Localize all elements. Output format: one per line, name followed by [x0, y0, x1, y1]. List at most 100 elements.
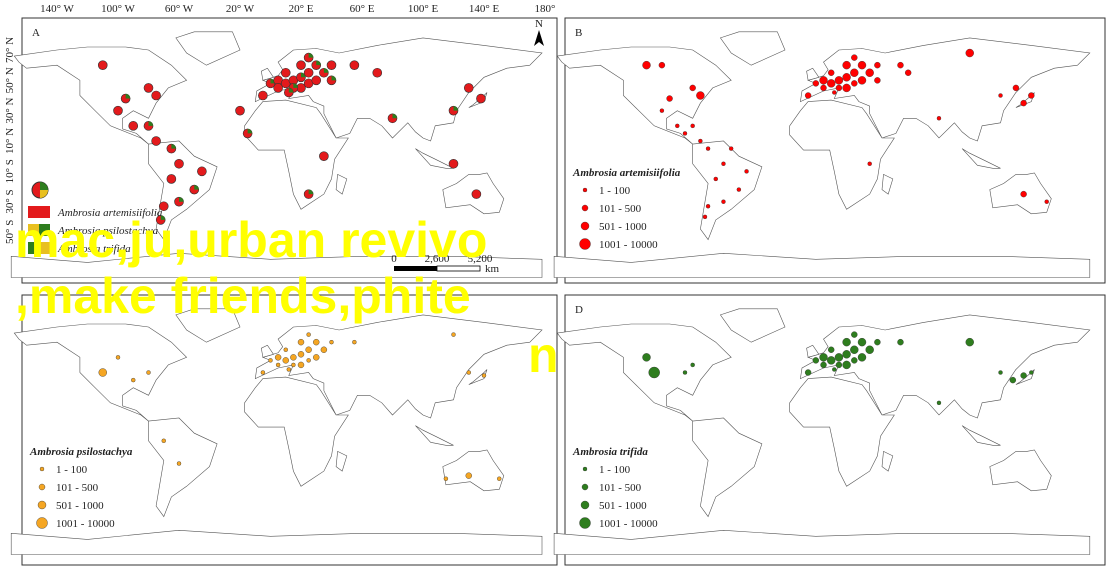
north-label: N [535, 18, 543, 30]
landmass [260, 344, 274, 358]
site-marker [998, 93, 1003, 98]
landmass [556, 46, 732, 145]
site-marker [161, 438, 166, 443]
site-marker [372, 67, 383, 78]
site-marker [275, 362, 281, 368]
legend-marker [582, 187, 588, 193]
site-marker [666, 95, 673, 102]
site-marker [832, 367, 837, 372]
site-marker [131, 377, 136, 383]
site-marker [804, 369, 812, 376]
site-marker [306, 332, 311, 337]
landmass [553, 529, 1091, 555]
longitude-label: 140° E [469, 3, 500, 15]
site-slice [308, 189, 314, 195]
longitude-label: 100° W [101, 3, 135, 15]
site-slice [293, 83, 298, 88]
legend-item: 1 - 100 [56, 464, 88, 476]
site-marker [642, 353, 651, 362]
site-marker [936, 400, 942, 406]
landmass [553, 252, 1091, 278]
site-marker [648, 366, 660, 379]
landmass [556, 323, 732, 422]
site-slice [125, 94, 131, 99]
scale-bar-black [394, 266, 437, 271]
legend-item: 1001 - 10000 [599, 518, 658, 530]
site-marker [1009, 376, 1017, 384]
site-marker [744, 169, 749, 174]
site-marker [297, 361, 305, 369]
site-marker [827, 79, 836, 88]
site-marker [286, 367, 291, 372]
panel-label: B [575, 27, 582, 39]
site-marker [306, 358, 311, 363]
landmass [881, 450, 894, 472]
site-slice [179, 197, 184, 202]
site-marker [235, 105, 245, 116]
site-slice [194, 185, 199, 190]
site-marker [143, 83, 154, 93]
site-marker [682, 131, 688, 136]
legend-marker [579, 517, 591, 529]
site-marker [713, 176, 718, 182]
site-marker [151, 136, 161, 146]
site-slice [301, 72, 306, 78]
site-marker [812, 80, 820, 87]
landmass [961, 425, 1001, 446]
latitude-label: 30° N [4, 97, 16, 123]
site-marker [682, 370, 688, 375]
legend-marker [579, 238, 591, 250]
site-marker [842, 60, 851, 70]
site-marker [465, 472, 472, 479]
site-marker [197, 166, 207, 177]
landmass [175, 308, 241, 343]
site-slice [316, 60, 321, 66]
longitude-label: 20° W [226, 3, 255, 15]
site-marker [728, 146, 734, 151]
site-marker [320, 346, 328, 353]
landmass [789, 99, 895, 210]
site-marker [291, 362, 296, 368]
latitude-label: 10° N [4, 128, 16, 154]
site-marker [311, 75, 322, 86]
site-marker [659, 108, 665, 113]
site-marker [851, 331, 858, 338]
legend-marker [39, 466, 45, 472]
legend-item: Ambrosia trifida [57, 243, 131, 255]
site-marker [721, 199, 726, 204]
site-marker [850, 68, 859, 77]
site-marker [842, 360, 851, 370]
site-marker [857, 60, 867, 70]
longitude-label: 60° E [350, 3, 375, 15]
landmass [719, 31, 786, 66]
site-marker [842, 350, 851, 359]
site-marker [115, 355, 121, 360]
panel-label: A [32, 27, 40, 39]
landmass [175, 31, 241, 66]
site-marker [274, 354, 282, 361]
site-marker [282, 357, 289, 364]
overlay-text: ,make friends,phite [15, 268, 471, 324]
site-marker [448, 158, 459, 169]
landmass [10, 252, 543, 278]
site-slice [288, 87, 294, 93]
site-marker [820, 361, 827, 369]
site-marker [897, 61, 904, 69]
site-marker [113, 105, 123, 116]
site-marker [481, 373, 487, 378]
site-marker [642, 60, 651, 70]
site-marker [850, 345, 859, 354]
site-slice [331, 75, 336, 81]
landmass [961, 148, 1001, 169]
legend-title: Ambrosia artemisiifolia [572, 167, 681, 179]
site-marker [851, 80, 858, 87]
legend-swatch-part [39, 224, 50, 236]
site-marker [827, 356, 836, 365]
legend-item: 1 - 100 [599, 185, 631, 197]
site-marker [329, 339, 334, 345]
site-marker [832, 90, 837, 95]
site-slice [453, 106, 458, 111]
longitude-label: 20° E [289, 3, 314, 15]
legend-marker [581, 483, 589, 491]
site-marker [349, 60, 360, 70]
